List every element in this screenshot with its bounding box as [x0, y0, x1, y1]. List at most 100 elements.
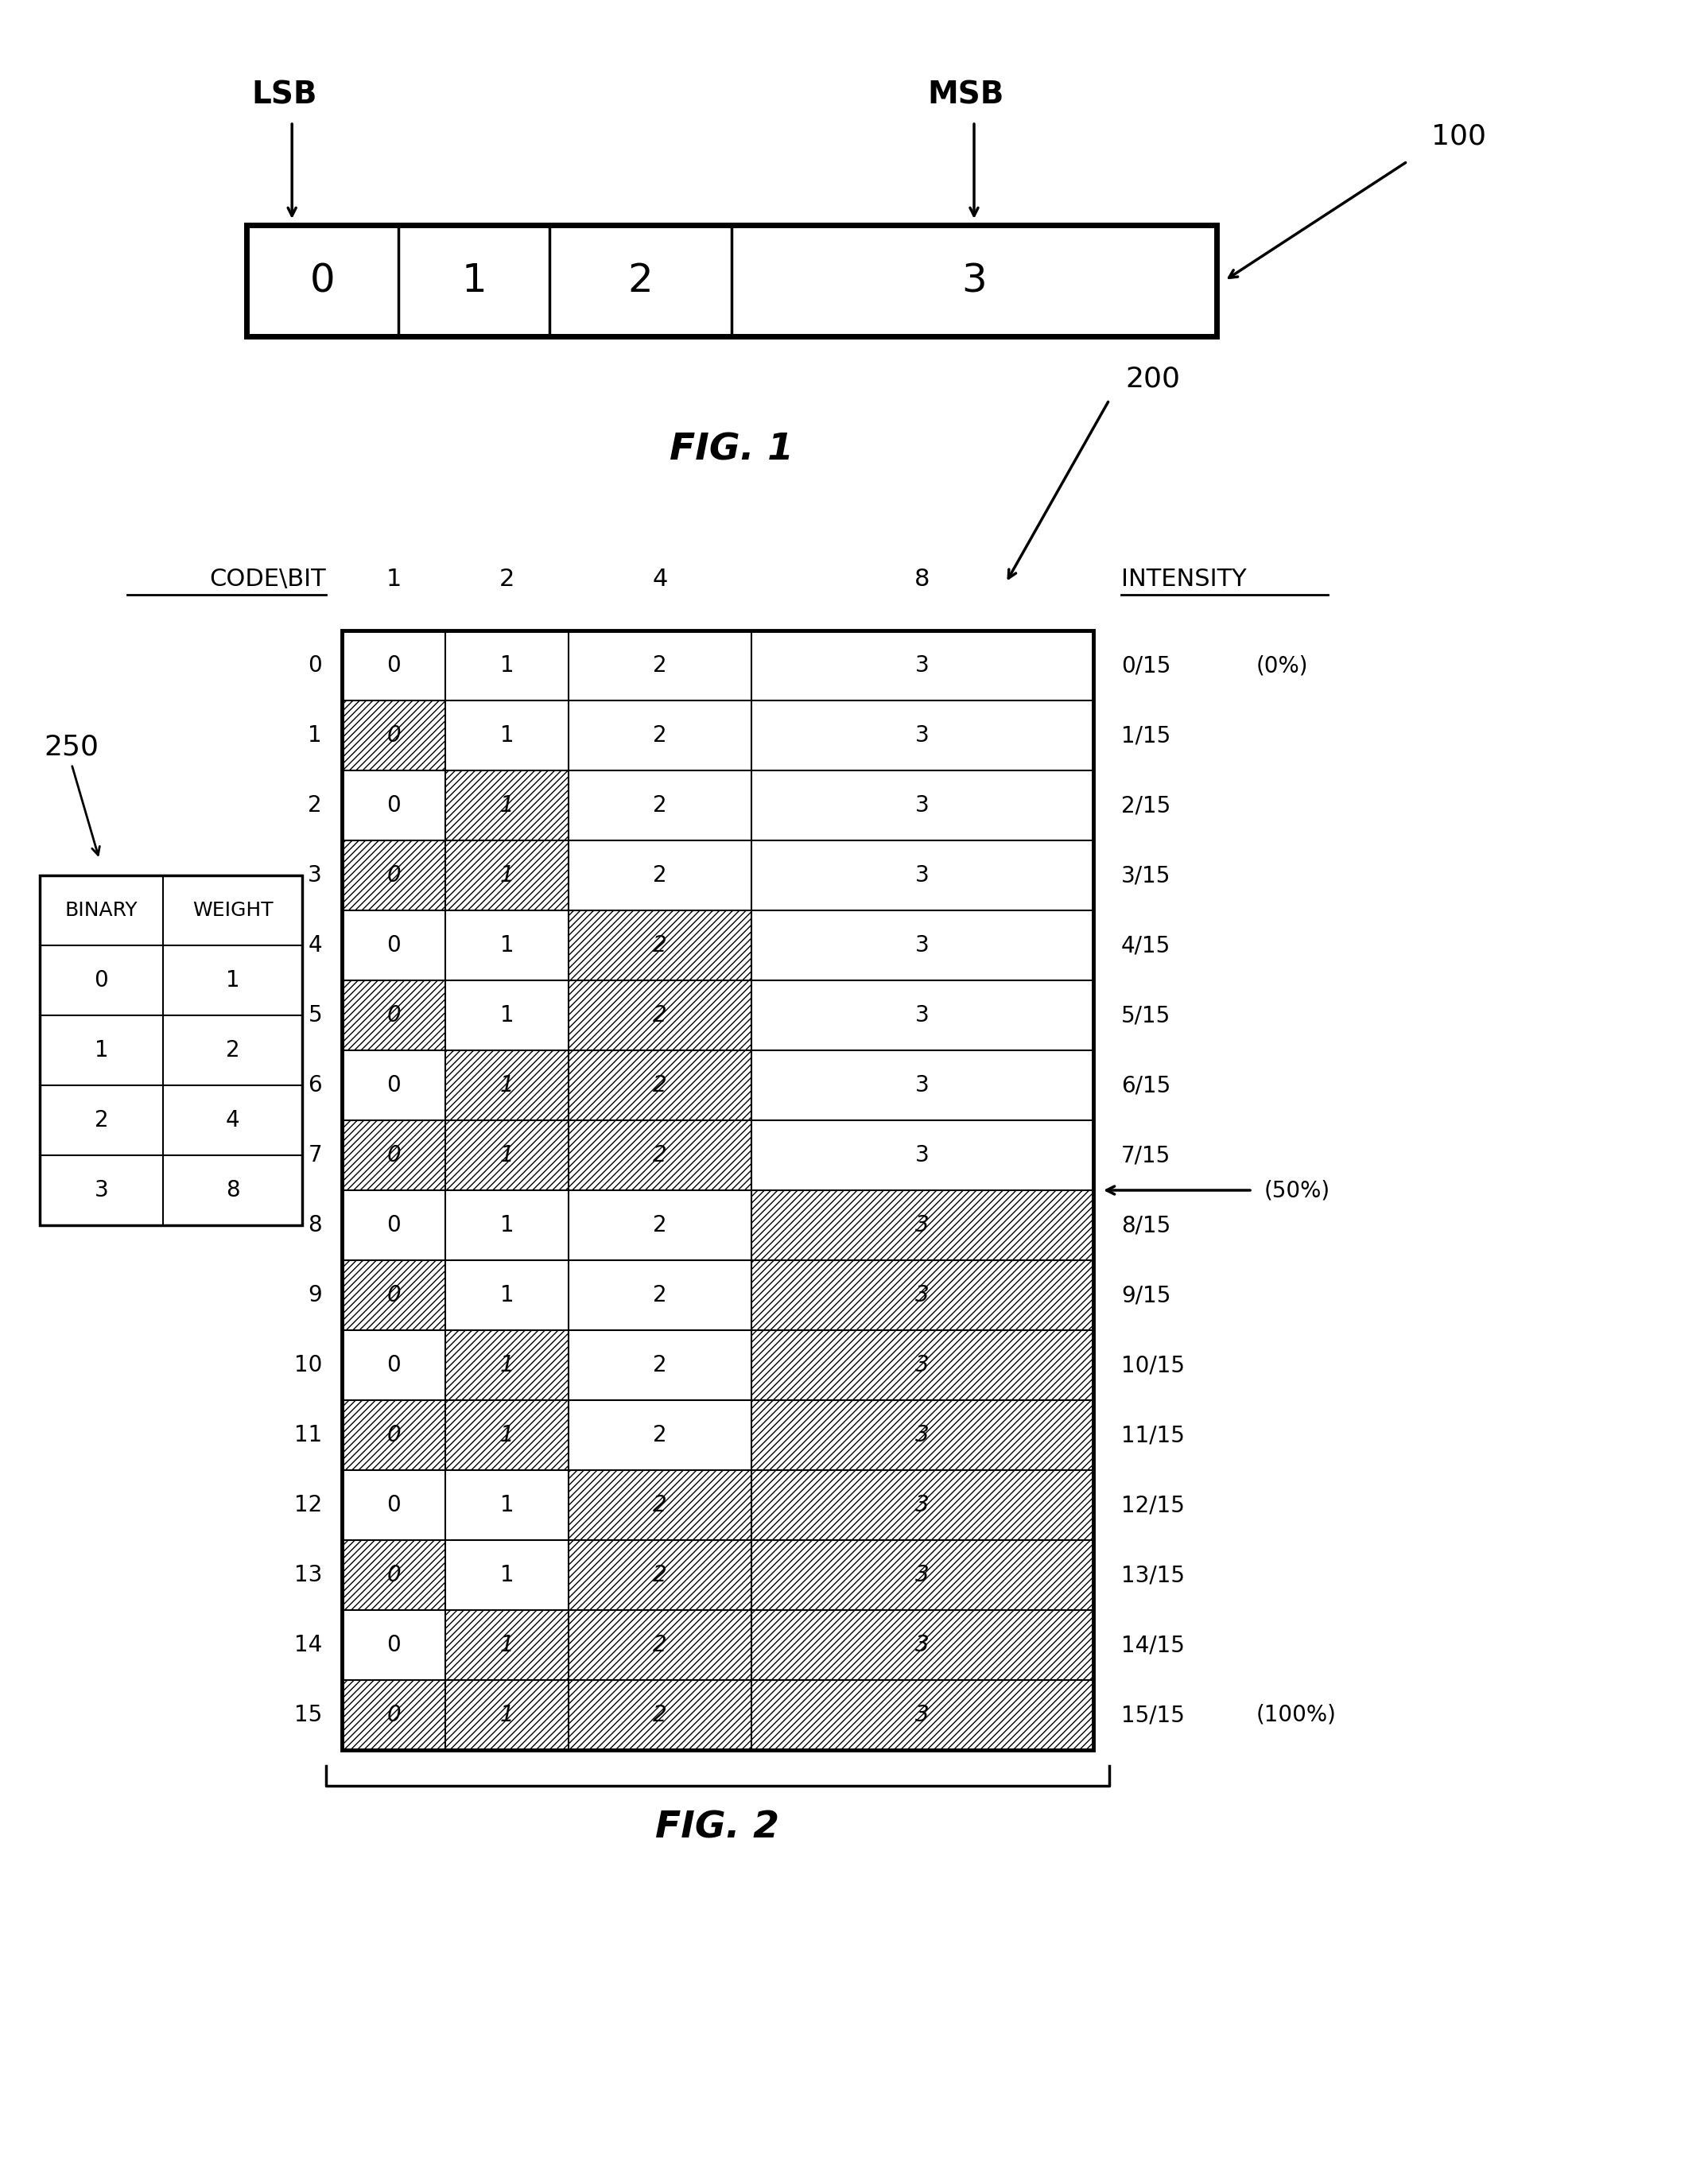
- Text: 8/15: 8/15: [1120, 1215, 1170, 1236]
- Text: 3/15: 3/15: [1120, 865, 1170, 887]
- Text: 8: 8: [225, 1180, 239, 1202]
- Text: 2: 2: [652, 934, 668, 956]
- Bar: [446, 1471, 569, 1541]
- Text: 1: 1: [225, 969, 239, 991]
- Text: 3: 3: [307, 865, 323, 887]
- Text: 3: 3: [915, 724, 929, 748]
- Text: 200: 200: [1126, 365, 1180, 391]
- Bar: [162, 945, 302, 1015]
- Text: 0: 0: [386, 1073, 401, 1097]
- Text: 2: 2: [652, 724, 668, 748]
- Bar: [446, 1330, 569, 1399]
- Bar: [342, 1471, 446, 1541]
- Bar: [752, 1610, 1093, 1680]
- Bar: [446, 1191, 569, 1260]
- Bar: [39, 945, 162, 1015]
- Text: 1: 1: [500, 934, 514, 956]
- Bar: [569, 910, 752, 980]
- Bar: [446, 980, 569, 1050]
- Bar: [39, 876, 302, 1226]
- Bar: [39, 1156, 162, 1226]
- Bar: [246, 226, 1216, 337]
- Text: 5/15: 5/15: [1120, 1004, 1170, 1026]
- Bar: [162, 1156, 302, 1226]
- Bar: [162, 1084, 302, 1156]
- Bar: [752, 1121, 1093, 1191]
- Text: FIG. 1: FIG. 1: [670, 432, 794, 467]
- Text: 0: 0: [309, 261, 335, 300]
- Text: 100: 100: [1431, 122, 1486, 150]
- Bar: [446, 841, 569, 910]
- Text: 2: 2: [652, 1704, 668, 1725]
- Text: 2: 2: [307, 795, 323, 817]
- Text: 0/15: 0/15: [1120, 654, 1170, 676]
- Bar: [162, 1015, 302, 1084]
- Text: 0: 0: [307, 654, 323, 676]
- Text: 1: 1: [500, 1704, 514, 1725]
- Bar: [569, 700, 752, 771]
- Bar: [569, 771, 752, 841]
- Text: 0: 0: [386, 934, 401, 956]
- Text: 5: 5: [307, 1004, 323, 1026]
- Bar: [569, 1680, 752, 1749]
- Text: 3: 3: [915, 1215, 929, 1236]
- Text: 0: 0: [386, 654, 401, 676]
- Text: 3: 3: [915, 934, 929, 956]
- Bar: [342, 771, 446, 841]
- Bar: [752, 1050, 1093, 1121]
- Text: 11: 11: [294, 1423, 323, 1447]
- Bar: [569, 1399, 752, 1471]
- Text: 9/15: 9/15: [1120, 1284, 1170, 1306]
- Text: MSB: MSB: [927, 80, 1004, 109]
- Text: 1: 1: [500, 1284, 514, 1306]
- Text: 2: 2: [652, 1145, 668, 1167]
- Text: 1: 1: [500, 1145, 514, 1167]
- Text: 6: 6: [307, 1073, 323, 1097]
- Text: 2: 2: [499, 567, 514, 591]
- Text: 2/15: 2/15: [1120, 795, 1170, 817]
- Text: 3: 3: [915, 1495, 929, 1517]
- Bar: [342, 630, 446, 700]
- Text: 2: 2: [652, 1634, 668, 1656]
- Bar: [569, 1610, 752, 1680]
- Text: 3: 3: [94, 1180, 108, 1202]
- Bar: [446, 910, 569, 980]
- Bar: [342, 1680, 446, 1749]
- Text: 3: 3: [915, 654, 929, 676]
- Bar: [39, 1015, 162, 1084]
- Bar: [446, 1399, 569, 1471]
- Text: 0: 0: [386, 724, 401, 748]
- Text: CODE\BIT: CODE\BIT: [210, 567, 326, 591]
- Bar: [752, 841, 1093, 910]
- Bar: [752, 910, 1093, 980]
- Bar: [446, 1541, 569, 1610]
- Text: 2: 2: [629, 261, 652, 300]
- Text: 2: 2: [652, 1565, 668, 1586]
- Bar: [342, 700, 446, 771]
- Text: (0%): (0%): [1257, 654, 1308, 676]
- Bar: [569, 1541, 752, 1610]
- Bar: [752, 980, 1093, 1050]
- Text: 1: 1: [500, 1495, 514, 1517]
- Bar: [342, 1330, 446, 1399]
- Bar: [342, 980, 446, 1050]
- Text: BINARY: BINARY: [65, 902, 138, 919]
- Text: 1: 1: [500, 1565, 514, 1586]
- Text: WEIGHT: WEIGHT: [193, 902, 273, 919]
- Text: 1: 1: [500, 865, 514, 887]
- Text: 1: 1: [94, 1039, 108, 1060]
- Bar: [342, 1191, 446, 1260]
- Bar: [752, 1680, 1093, 1749]
- Text: 3: 3: [915, 1423, 929, 1447]
- Text: 10: 10: [294, 1354, 323, 1376]
- Text: 2: 2: [225, 1039, 239, 1060]
- Text: 3: 3: [915, 1634, 929, 1656]
- Text: FIG. 2: FIG. 2: [656, 1810, 779, 1845]
- Text: 4: 4: [225, 1108, 239, 1132]
- Text: 1: 1: [500, 1354, 514, 1376]
- Bar: [752, 1541, 1093, 1610]
- Bar: [342, 1260, 446, 1330]
- Bar: [342, 841, 446, 910]
- Bar: [569, 980, 752, 1050]
- Text: 4: 4: [652, 567, 668, 591]
